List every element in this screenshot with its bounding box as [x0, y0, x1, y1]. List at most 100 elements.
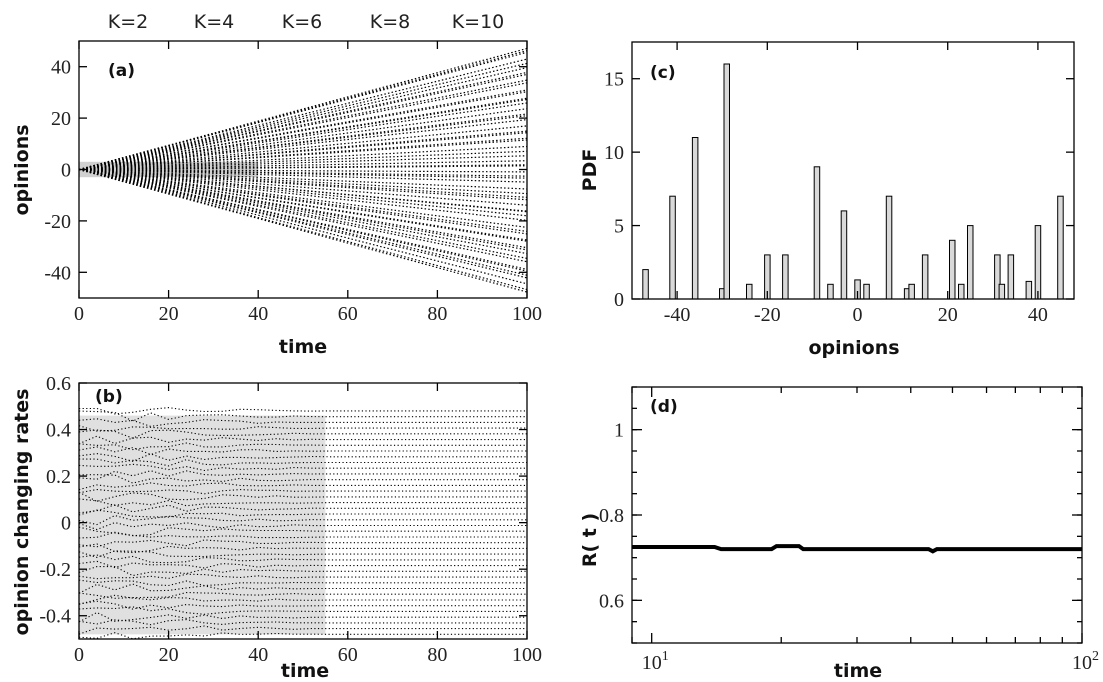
x-tick-label: 40 [1028, 304, 1048, 326]
x-tick-label: 100 [512, 303, 542, 325]
opinion-trajectory [78, 168, 528, 255]
y-tick-label: -40 [44, 262, 71, 284]
opinion-trajectory [78, 108, 528, 171]
y-tick-label: -0.4 [39, 606, 71, 628]
rate-trajectory [78, 482, 527, 491]
plot-frame [78, 382, 528, 640]
rate-trajectory [78, 498, 527, 507]
opinion-trajectory [78, 145, 528, 171]
rate-trajectory [78, 410, 527, 422]
rate-trajectory [78, 550, 527, 558]
rate-trajectory [78, 591, 527, 599]
opinion-trajectory [78, 168, 528, 249]
rate-trajectory [78, 539, 527, 548]
opinion-trajectory [78, 137, 528, 171]
rate-trajectory [78, 435, 527, 445]
y-axis-label: PDF [579, 149, 601, 192]
bar [669, 195, 676, 300]
rate-trajectory [78, 632, 527, 640]
rate-trajectory [78, 606, 527, 615]
rate-trajectory [78, 583, 527, 594]
rate-trajectory [78, 600, 527, 610]
opinion-trajectory [78, 168, 528, 263]
panel-a: 0 20 40 60 80 100 40 20 0 -20 -40 (a) time opinions [11, 40, 542, 358]
rate-trajectory [78, 625, 527, 635]
panel-label: (c) [650, 63, 676, 83]
rate-trajectory [78, 554, 527, 564]
opinion-trajectory [78, 168, 528, 217]
x-tick-label: 101 [642, 649, 669, 674]
y-axis-label: opinions [11, 124, 33, 215]
opinion-trajectory [78, 168, 528, 276]
bar [1025, 280, 1033, 300]
bar [813, 166, 821, 300]
x-axis-label: time [834, 660, 882, 682]
opinion-trajectory [78, 168, 528, 212]
x-tick-exponent: 2 [1092, 649, 1099, 664]
rate-trajectory [78, 531, 527, 539]
plot-frame [631, 386, 1083, 644]
k-label: K=10 [452, 11, 505, 33]
y-tick-label: 40 [51, 57, 71, 79]
bar [998, 283, 1006, 300]
y-tick-label: 0 [61, 513, 71, 535]
rate-trajectory [78, 514, 527, 526]
x-tick-label: 0 [853, 304, 863, 326]
opinion-trajectory [78, 67, 528, 171]
opinion-trajectory [79, 168, 527, 173]
opinion-trajectory [78, 168, 528, 272]
opinion-trajectory [78, 168, 528, 228]
bar [827, 283, 834, 300]
opinion-trajectory [78, 168, 528, 251]
x-tick-label: 60 [338, 303, 358, 325]
bar [840, 210, 848, 300]
y-tick-label: -20 [44, 211, 71, 233]
opinion-trajectory [78, 62, 528, 171]
opinion-trajectory [78, 73, 528, 171]
rate-trajectory [78, 611, 527, 623]
opinion-trajectory [78, 113, 528, 171]
bar [908, 283, 915, 300]
rate-trajectory [78, 594, 527, 605]
opinion-trajectory [78, 58, 528, 171]
y-tick-label: 0 [61, 160, 71, 182]
y-tick-label: 0 [614, 289, 624, 311]
y-tick-label: 1 [614, 420, 624, 442]
rate-trajectory [78, 560, 527, 569]
opinion-trajectory [78, 79, 528, 171]
rate-trajectory [78, 429, 527, 439]
k-label: K=8 [370, 11, 410, 33]
opinion-trajectory [78, 168, 528, 270]
opinion-trajectory [78, 71, 528, 171]
bar [723, 63, 730, 300]
x-axis-label: opinions [808, 337, 899, 359]
y-tick-label: 15 [604, 69, 624, 91]
rate-trajectories [78, 407, 527, 640]
x-tick-label: -40 [664, 304, 691, 326]
x-tick-label: 80 [427, 644, 447, 666]
bar [1057, 195, 1064, 300]
rate-trajectory [78, 573, 527, 580]
opinion-trajectory [78, 168, 528, 190]
bar [921, 254, 929, 300]
opinion-trajectory [78, 168, 528, 177]
bar [949, 239, 956, 300]
x-tick-label: 20 [159, 644, 179, 666]
y-tick-label: 20 [51, 108, 71, 130]
rate-trajectory [78, 474, 527, 484]
y-tick-label: 0.6 [46, 373, 71, 395]
opinion-trajectory [78, 91, 528, 171]
y-tick-label: 0.4 [46, 420, 71, 442]
rate-trajectory [78, 526, 527, 537]
opinion-trajectory [78, 155, 528, 171]
k-label: K=6 [282, 11, 322, 33]
x-tick-label: 40 [248, 303, 268, 325]
opinion-trajectory [78, 160, 528, 171]
bar [691, 137, 699, 300]
k-labels: K=2 K=4 K=6 K=8 K=10 [108, 11, 505, 33]
panel-label: (a) [108, 61, 135, 81]
y-tick-label: 0.2 [46, 466, 71, 488]
r-t-line [632, 544, 1082, 554]
x-tick-label: 20 [159, 303, 179, 325]
